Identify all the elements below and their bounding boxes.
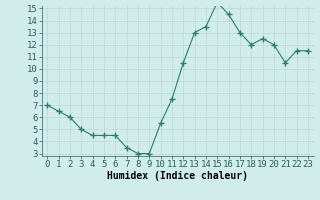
X-axis label: Humidex (Indice chaleur): Humidex (Indice chaleur) bbox=[107, 171, 248, 181]
